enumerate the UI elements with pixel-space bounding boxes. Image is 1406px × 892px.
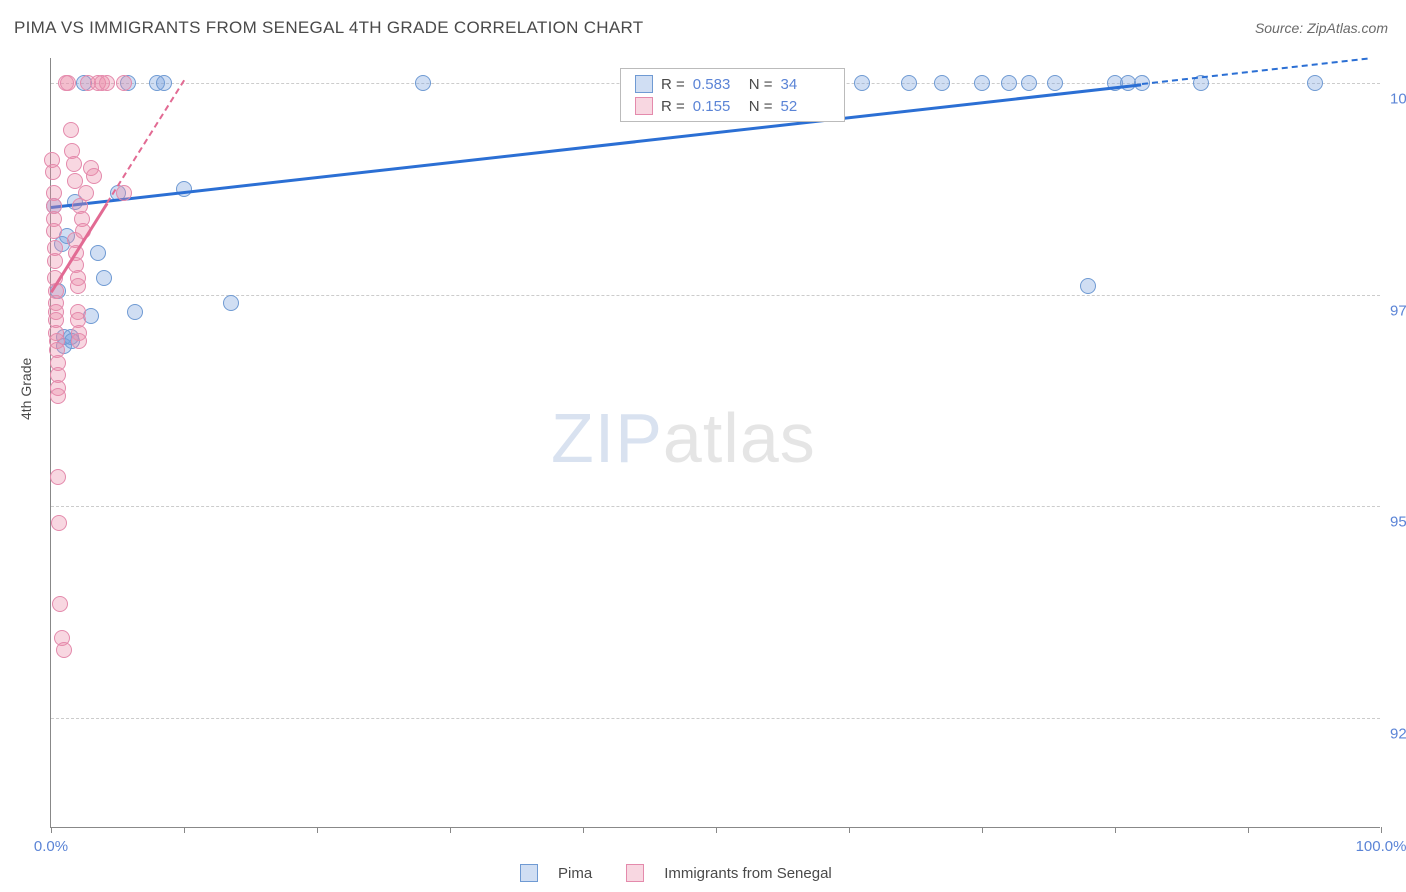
data-point — [96, 270, 112, 286]
data-point — [223, 295, 239, 311]
y-tick-label: 95.0% — [1390, 514, 1406, 531]
x-tick — [1115, 827, 1116, 833]
x-tick — [450, 827, 451, 833]
chart-title: PIMA VS IMMIGRANTS FROM SENEGAL 4TH GRAD… — [14, 18, 643, 38]
legend-row: R = 0.583 N = 34 — [621, 73, 844, 95]
series-legend: Pima Immigrants from Senegal — [520, 864, 846, 882]
data-point — [854, 75, 870, 91]
data-point — [1047, 75, 1063, 91]
data-point — [901, 75, 917, 91]
x-tick — [184, 827, 185, 833]
watermark-zip: ZIP — [551, 399, 663, 477]
gridline — [51, 718, 1380, 719]
data-point — [47, 253, 63, 269]
x-tick — [51, 827, 52, 833]
data-point — [50, 469, 66, 485]
data-point — [127, 304, 143, 320]
data-point — [1021, 75, 1037, 91]
legend-r-label: R = — [661, 98, 685, 115]
y-tick-label: 97.5% — [1390, 302, 1406, 319]
legend-n-label: N = — [749, 76, 773, 93]
data-point — [1307, 75, 1323, 91]
y-axis-label: 4th Grade — [18, 358, 34, 420]
legend-n-label: N = — [749, 98, 773, 115]
data-point — [45, 164, 61, 180]
data-point — [1001, 75, 1017, 91]
trend-line — [51, 83, 1142, 209]
data-point — [46, 223, 62, 239]
data-point — [78, 185, 94, 201]
data-point — [71, 333, 87, 349]
trend-line-extrapolated — [106, 80, 185, 204]
x-tick — [716, 827, 717, 833]
data-point — [974, 75, 990, 91]
data-point — [86, 168, 102, 184]
y-tick-label: 100.0% — [1390, 91, 1406, 108]
legend-series-label: Immigrants from Senegal — [664, 865, 832, 882]
data-point — [176, 181, 192, 197]
data-point — [934, 75, 950, 91]
data-point — [51, 515, 67, 531]
x-tick — [1381, 827, 1382, 833]
data-point — [116, 185, 132, 201]
data-point — [56, 642, 72, 658]
x-tick — [1248, 827, 1249, 833]
y-tick-label: 92.5% — [1390, 726, 1406, 743]
legend-r-value: 0.155 — [693, 98, 741, 115]
data-point — [415, 75, 431, 91]
plot-area: ZIPatlas 92.5%95.0%97.5%100.0%0.0%100.0% — [50, 58, 1380, 828]
data-point — [156, 75, 172, 91]
source-attribution: Source: ZipAtlas.com — [1255, 20, 1388, 36]
legend-swatch — [520, 864, 538, 882]
legend-r-value: 0.583 — [693, 76, 741, 93]
watermark-atlas: atlas — [663, 399, 816, 477]
legend-r-label: R = — [661, 76, 685, 93]
gridline — [51, 506, 1380, 507]
x-tick — [583, 827, 584, 833]
x-tick — [317, 827, 318, 833]
data-point — [90, 245, 106, 261]
legend-swatch — [635, 97, 653, 115]
data-point — [60, 75, 76, 91]
data-point — [1080, 278, 1096, 294]
data-point — [52, 596, 68, 612]
legend-swatch — [635, 75, 653, 93]
data-point — [63, 122, 79, 138]
data-point — [66, 156, 82, 172]
data-point — [99, 75, 115, 91]
legend-row: R = 0.155 N = 52 — [621, 95, 844, 117]
correlation-legend: R = 0.583 N = 34 R = 0.155 N = 52 — [620, 68, 845, 122]
legend-n-value: 52 — [781, 98, 798, 115]
x-tick-label: 100.0% — [1356, 838, 1406, 855]
x-tick — [849, 827, 850, 833]
legend-n-value: 34 — [781, 76, 798, 93]
gridline — [51, 295, 1380, 296]
data-point — [70, 278, 86, 294]
legend-series-label: Pima — [558, 865, 592, 882]
data-point — [116, 75, 132, 91]
x-tick-label: 0.0% — [34, 838, 68, 855]
trend-line-extrapolated — [1141, 58, 1367, 85]
legend-swatch — [626, 864, 644, 882]
x-tick — [982, 827, 983, 833]
data-point — [50, 388, 66, 404]
watermark: ZIPatlas — [551, 398, 816, 478]
